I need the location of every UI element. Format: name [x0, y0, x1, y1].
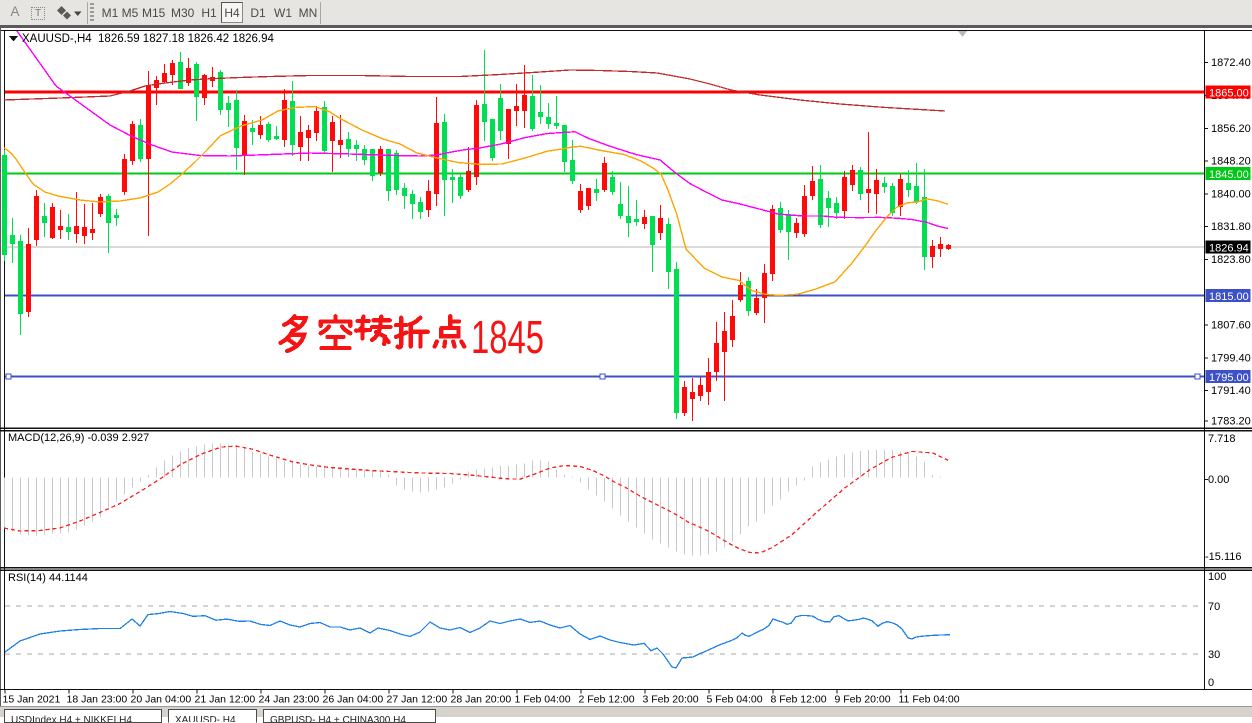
svg-text:3 Feb 20:00: 3 Feb 20:00: [643, 694, 699, 706]
svg-text:1815.00: 1815.00: [1209, 291, 1249, 303]
svg-text:70: 70: [1208, 601, 1220, 613]
svg-text:MACD(12,26,9) -0.039 2.927: MACD(12,26,9) -0.039 2.927: [8, 432, 149, 444]
svg-text:0.00: 0.00: [1208, 474, 1229, 486]
svg-text:1845: 1845: [471, 311, 544, 363]
svg-text:9 Feb 20:00: 9 Feb 20:00: [835, 694, 891, 706]
svg-text:21 Jan 12:00: 21 Jan 12:00: [195, 694, 256, 706]
svg-text:1865.00: 1865.00: [1209, 88, 1249, 100]
svg-text:7.718: 7.718: [1208, 433, 1236, 445]
svg-text:1799.40: 1799.40: [1211, 352, 1251, 364]
svg-text:1845.00: 1845.00: [1209, 169, 1249, 181]
svg-text:1791.40: 1791.40: [1211, 385, 1251, 397]
svg-text:1840.00: 1840.00: [1211, 188, 1251, 200]
svg-text:1795.00: 1795.00: [1209, 372, 1249, 384]
svg-text:1872.40: 1872.40: [1211, 57, 1251, 69]
svg-text:11 Feb 04:00: 11 Feb 04:00: [899, 694, 960, 706]
svg-text:1848.20: 1848.20: [1211, 156, 1251, 168]
svg-text:RSI(14) 44.1144: RSI(14) 44.1144: [8, 572, 88, 584]
svg-text:-15.116: -15.116: [1205, 551, 1242, 563]
svg-text:1823.80: 1823.80: [1211, 254, 1251, 266]
svg-text:1807.60: 1807.60: [1211, 320, 1251, 332]
svg-text:5 Feb 04:00: 5 Feb 04:00: [707, 694, 763, 706]
svg-text:100: 100: [1208, 571, 1226, 583]
svg-text:8 Feb 12:00: 8 Feb 12:00: [771, 694, 827, 706]
svg-text:28 Jan 20:00: 28 Jan 20:00: [451, 694, 512, 706]
svg-text:27 Jan 12:00: 27 Jan 12:00: [387, 694, 448, 706]
svg-text:1856.20: 1856.20: [1211, 123, 1251, 135]
svg-text:2 Feb 12:00: 2 Feb 12:00: [579, 694, 635, 706]
svg-text:24 Jan 23:00: 24 Jan 23:00: [259, 694, 320, 706]
svg-text:26 Jan 04:00: 26 Jan 04:00: [323, 694, 384, 706]
svg-text:20 Jan 04:00: 20 Jan 04:00: [131, 694, 192, 706]
svg-text:1 Feb 04:00: 1 Feb 04:00: [515, 694, 571, 706]
svg-text:30: 30: [1208, 649, 1220, 661]
svg-text:18 Jan 23:00: 18 Jan 23:00: [67, 694, 128, 706]
svg-text:1831.80: 1831.80: [1211, 221, 1251, 233]
svg-text:1826.94: 1826.94: [1209, 243, 1249, 255]
svg-text:0: 0: [1208, 677, 1214, 689]
svg-text:XAUUSD-,H4 1826.59 1827.18 18: XAUUSD-,H4 1826.59 1827.18 1826.42 1826.…: [22, 33, 275, 45]
svg-text:1783.20: 1783.20: [1211, 415, 1251, 427]
svg-text:15 Jan 2021: 15 Jan 2021: [3, 694, 61, 706]
